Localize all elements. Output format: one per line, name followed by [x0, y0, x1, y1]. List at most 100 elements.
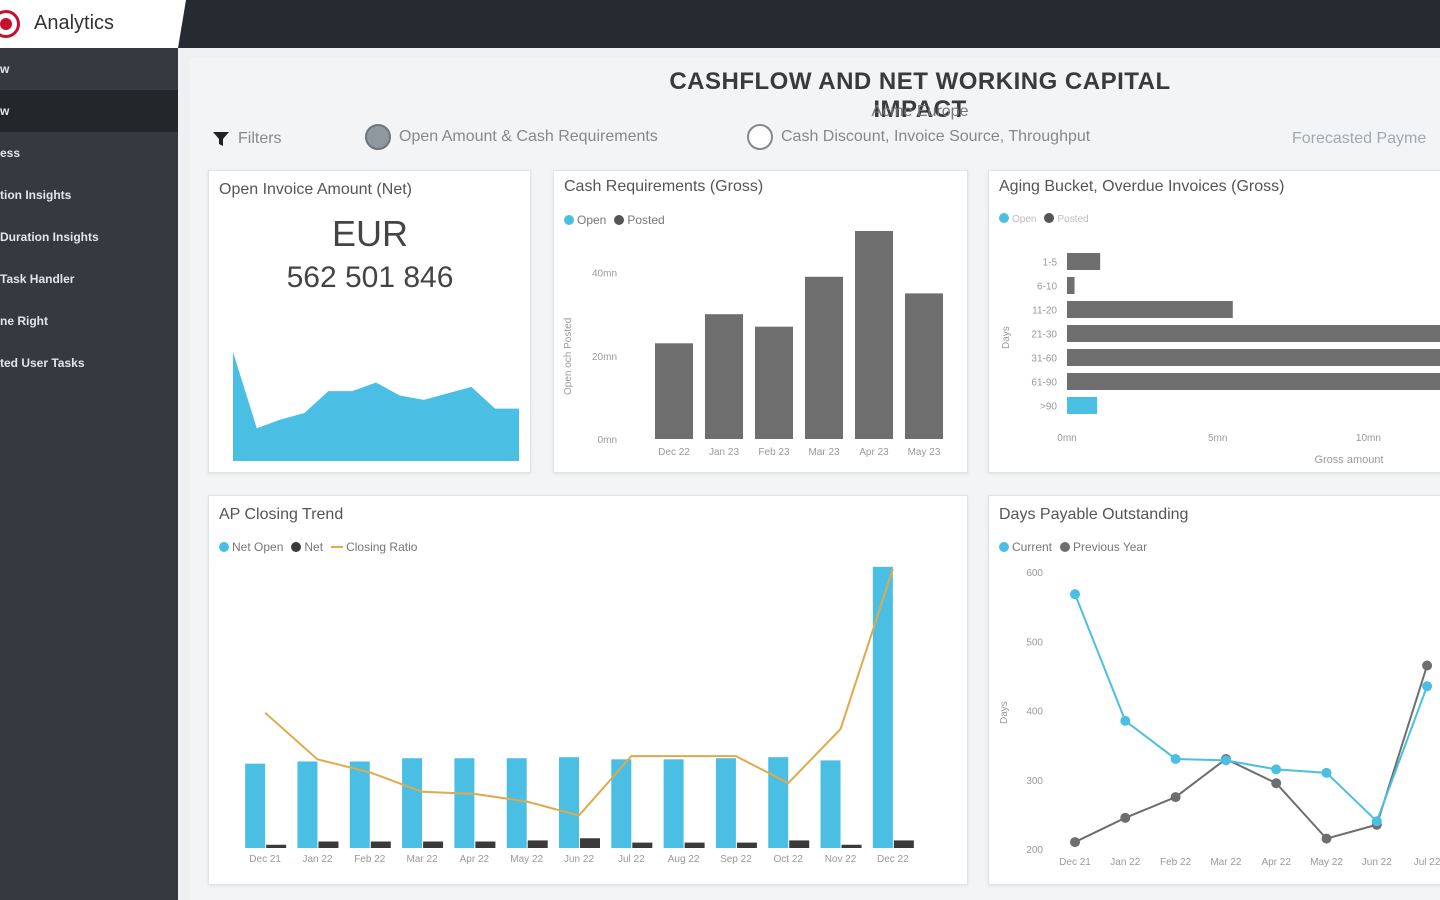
bar-posted: [655, 343, 693, 439]
legend-item-current[interactable]: Current: [999, 540, 1052, 554]
x-tick-label: Dec 21: [1059, 857, 1091, 868]
point-previous-year: [1321, 833, 1332, 844]
top-bar: [0, 0, 1440, 48]
bar-posted: [805, 276, 843, 439]
bar-net-open: [768, 757, 789, 848]
bar-net-open: [402, 758, 423, 848]
legend-item-posted[interactable]: Posted: [614, 213, 665, 227]
x-tick-label: Apr 22: [460, 854, 490, 865]
sidebar-item-first-time-right[interactable]: ne Right: [0, 314, 48, 328]
funnel-icon: [213, 132, 229, 146]
sidebar-item-overview[interactable]: w: [0, 62, 10, 76]
kpi-value: 562 501 846: [286, 261, 454, 294]
bar-posted: [905, 293, 943, 439]
card-title: Days Payable Outstanding: [999, 506, 1189, 523]
x-tick-label: May 22: [510, 854, 543, 865]
legend-item-closing-ratio[interactable]: Closing Ratio: [331, 540, 417, 554]
legend-item-open[interactable]: Open: [999, 213, 1036, 225]
legend-item-previous-year[interactable]: Previous Year: [1060, 540, 1147, 554]
ap-closing-trend-card: AP Closing Trend Net Open Net Closing Ra…: [208, 495, 968, 885]
bar-net: [841, 844, 862, 848]
y-tick-label: 500: [1026, 637, 1043, 648]
sidebar-item-overview-active[interactable]: w: [0, 90, 178, 132]
bar-net: [266, 844, 287, 848]
y-tick-label: 20mn: [592, 352, 617, 363]
aging-bucket-card: Aging Bucket, Overdue Invoices (Gross) O…: [988, 170, 1440, 473]
legend-item-net-open[interactable]: Net Open: [219, 540, 283, 554]
y-tick-label: 400: [1026, 707, 1043, 718]
sidebar-item-task-handler[interactable]: Task Handler: [0, 272, 75, 286]
bar-net-open: [245, 763, 266, 848]
y-tick-label: 61-90: [1031, 378, 1057, 389]
x-tick-label: Feb 23: [758, 447, 790, 458]
point-previous-year: [1422, 660, 1433, 671]
bar-posted: [1067, 373, 1440, 390]
bar-posted: [1067, 253, 1101, 270]
x-tick-label: May 23: [908, 447, 941, 458]
x-tick-label: Nov 22: [825, 854, 857, 865]
sidebar-item-duration-insights[interactable]: Duration Insights: [0, 230, 99, 244]
legend-item-posted[interactable]: Posted: [1044, 213, 1089, 225]
app-brand[interactable]: Analytics: [0, 0, 186, 48]
bar-net: [318, 841, 339, 848]
y-tick-label: 31-60: [1031, 354, 1057, 365]
legend-item-net[interactable]: Net: [291, 540, 323, 554]
x-tick-label: 10mn: [1356, 433, 1381, 444]
filters-button[interactable]: Filters: [212, 128, 282, 150]
app-name: Analytics: [34, 12, 115, 34]
sidebar-item-process[interactable]: ess: [0, 146, 21, 160]
card-title: Cash Requirements (Gross): [564, 178, 764, 195]
cash-requirements-chart: 0mn 20mn 40mn Open och Posted Dec 22 Jan 23 Fe…: [563, 231, 943, 458]
y-axis-label: Open och Posted: [563, 318, 574, 395]
x-tick-label: Sep 22: [720, 854, 752, 865]
x-tick-label: 5mn: [1208, 433, 1227, 444]
bar-net-open: [611, 759, 632, 848]
x-tick-label: Jan 22: [302, 854, 332, 865]
x-tick-label: Oct 22: [773, 854, 803, 865]
chart-legend: Open Posted: [564, 213, 665, 227]
line-closing-ratio: [264, 568, 894, 817]
legend-item-open[interactable]: Open: [564, 213, 606, 227]
y-tick-label: 600: [1026, 568, 1043, 579]
report-title: CASHFLOW AND NET WORKING CAPITAL IMPACT: [669, 68, 1171, 123]
x-tick-label: 0mn: [1057, 433, 1076, 444]
bar-open: [1067, 397, 1098, 414]
line-current: [1074, 593, 1429, 824]
sidebar-item-automation-insights[interactable]: tion Insights: [0, 188, 72, 202]
aging-bucket-chart: 1-5 6-10 11-20 21-30 31-60 61-90 >90 0mn 5mn 10mn…: [1001, 253, 1440, 466]
point-current: [1422, 681, 1433, 692]
point-current: [1371, 816, 1382, 827]
bar-net: [475, 841, 496, 848]
x-tick-label: Dec 21: [249, 854, 281, 865]
x-tick-label: Apr 23: [859, 447, 889, 458]
bar-net: [893, 840, 914, 848]
view-cash-discount-radio[interactable]: Cash Discount, Invoice Source, Throughpu…: [747, 124, 1090, 150]
bar-posted: [855, 231, 893, 439]
y-tick-label: 21-30: [1031, 330, 1057, 341]
bar-net: [423, 841, 444, 848]
bar-net: [632, 842, 653, 848]
x-tick-label: May 22: [1310, 857, 1343, 868]
report-canvas: CASHFLOW AND NET WORKING CAPITAL IMPACT …: [190, 58, 1440, 900]
y-tick-label: 200: [1026, 845, 1043, 856]
dpo-card: Days Payable Outstanding Current Previou…: [988, 495, 1440, 885]
bar-net-open: [872, 566, 893, 848]
point-current: [1120, 715, 1131, 726]
x-tick-label: Feb 22: [354, 854, 386, 865]
x-tick-label: Aug 22: [668, 854, 700, 865]
y-axis-label: Days: [999, 701, 1010, 724]
forecasted-payments-link[interactable]: Forecasted Payme: [1292, 130, 1427, 147]
view-open-amount-radio[interactable]: Open Amount & Cash Requirements: [365, 124, 658, 150]
y-tick-label: 300: [1026, 776, 1043, 787]
sidebar-item-user-tasks[interactable]: ted User Tasks: [0, 356, 85, 370]
x-tick-label: Feb 22: [1160, 857, 1192, 868]
card-title: Aging Bucket, Overdue Invoices (Gross): [999, 178, 1285, 195]
x-tick-label: Jan 23: [709, 447, 739, 458]
bar-net-open: [349, 761, 370, 848]
point-current: [1321, 767, 1332, 778]
bar-posted: [1067, 301, 1233, 318]
x-tick-label: Dec 22: [658, 447, 690, 458]
bar-net-open: [559, 757, 579, 848]
y-tick-label: 1-5: [1043, 258, 1058, 269]
x-tick-label: Jan 22: [1110, 857, 1140, 868]
